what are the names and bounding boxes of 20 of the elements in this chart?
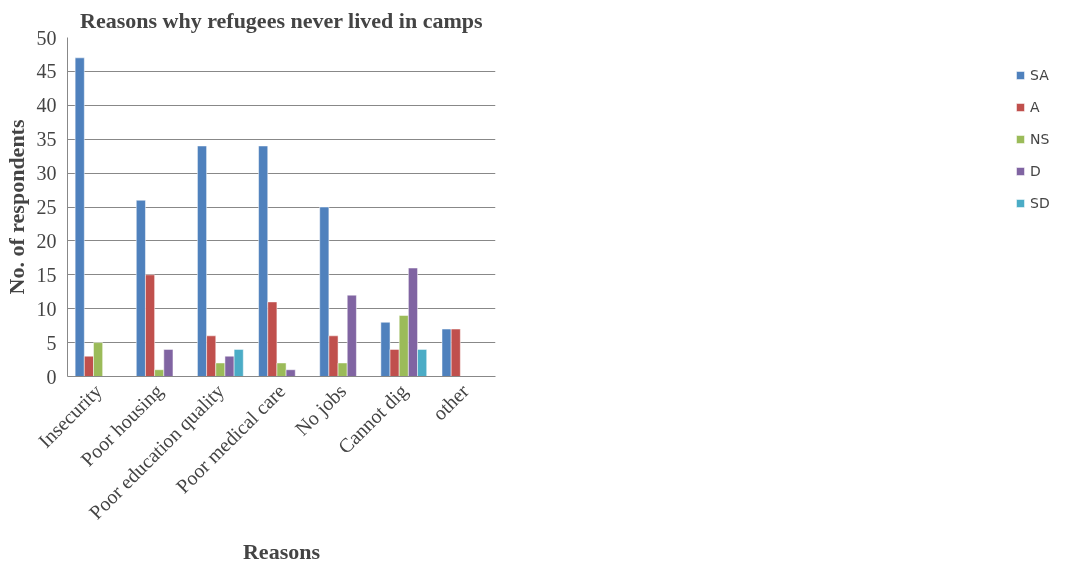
y-tick-label: 30 bbox=[36, 162, 57, 185]
y-tick-label: 20 bbox=[36, 229, 57, 252]
y-axis-title: No. of respondents bbox=[3, 119, 29, 295]
y-tick-label: 5 bbox=[46, 331, 57, 354]
y-tick-label: 40 bbox=[36, 94, 57, 117]
y-tick-label: 25 bbox=[36, 196, 57, 218]
legend-label: SA bbox=[1030, 67, 1050, 83]
y-tick-label: 50 bbox=[36, 26, 57, 49]
x-tick-label: other bbox=[428, 379, 473, 425]
x-axis-title: Reasons bbox=[242, 539, 321, 565]
legend-label: SD bbox=[1030, 195, 1050, 211]
chart-title: Reasons why refugees never lived in camps bbox=[80, 7, 483, 33]
y-tick-label: 45 bbox=[36, 60, 57, 83]
y-tick-label: 0 bbox=[46, 365, 57, 388]
y-tick-label: 10 bbox=[36, 297, 57, 320]
legend-label: D bbox=[1030, 163, 1042, 179]
legend-label: NS bbox=[1030, 131, 1050, 147]
y-tick-label: 35 bbox=[36, 128, 57, 151]
legend-label: A bbox=[1030, 99, 1041, 115]
y-tick-label: 15 bbox=[36, 263, 57, 286]
